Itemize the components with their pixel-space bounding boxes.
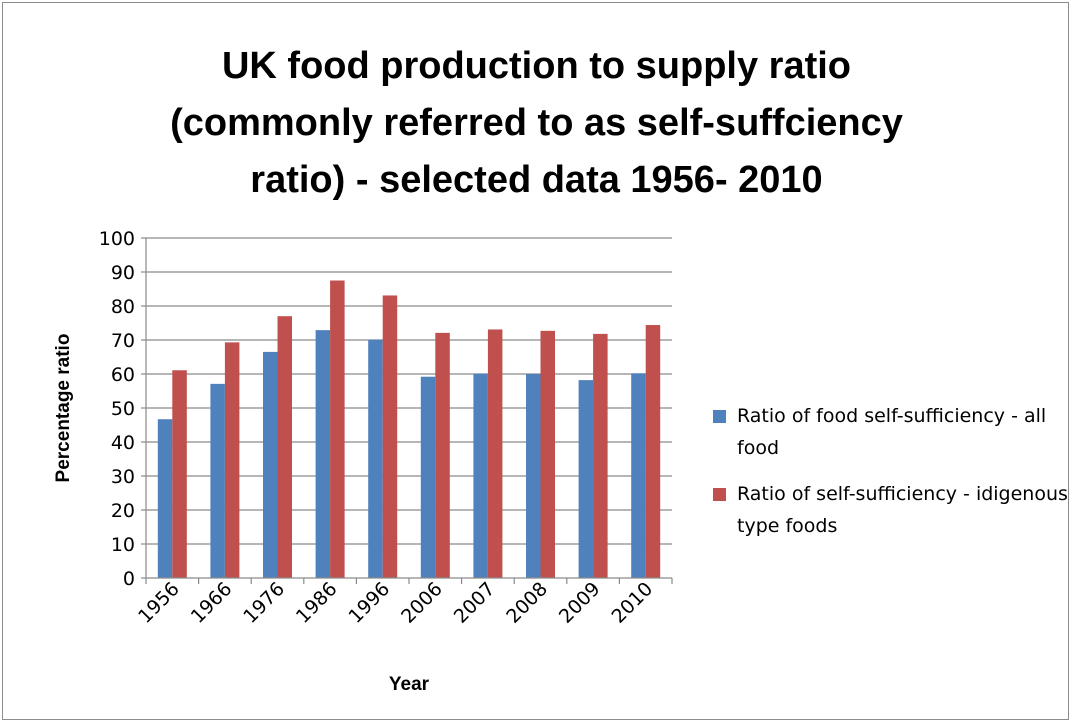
legend-item-all-food: Ratio of food self-sufficiency - all foo… (713, 400, 1072, 464)
legend: Ratio of food self-sufficiency - all foo… (713, 400, 1073, 556)
bar-all-food-2008 (526, 374, 541, 578)
legend-swatch-indigenous-foods (713, 488, 726, 501)
bar-all-food-1966 (210, 383, 225, 578)
y-tick-label: 30 (111, 466, 135, 488)
bar-all-food-2007 (473, 373, 488, 578)
x-tick-label: 2006 (397, 578, 447, 628)
bar-all-food-1976 (263, 351, 278, 578)
legend-swatch-all-food (713, 410, 726, 423)
y-tick-label: 80 (111, 296, 135, 318)
bar-indigenous-foods-2009 (593, 333, 608, 578)
x-tick-label: 1976 (239, 578, 289, 628)
x-tick-label: 2007 (450, 578, 500, 628)
bar-all-food-1956 (157, 419, 173, 578)
axes (141, 237, 673, 584)
x-tick-label: 2009 (555, 578, 605, 628)
x-axis-label: Year (389, 674, 430, 695)
x-tick-label: 2008 (502, 578, 552, 628)
y-tick-label: 0 (123, 568, 135, 590)
y-tick-labels: 0 10 20 30 40 50 60 70 80 90 100 (99, 228, 135, 590)
bar-all-food-2009 (578, 380, 594, 578)
x-tick-label: 1956 (134, 578, 184, 628)
y-tick-label: 10 (111, 534, 135, 556)
y-tick-label: 100 (99, 228, 135, 250)
bar-indigenous-foods-2010 (645, 325, 661, 578)
y-tick-label: 50 (111, 398, 135, 420)
bar-indigenous-foods-1976 (277, 316, 292, 578)
y-tick-label: 40 (111, 432, 135, 454)
bar-indigenous-foods-1966 (224, 342, 240, 578)
bar-indigenous-foods-2007 (487, 329, 503, 578)
chart-title-line-3: ratio) - selected data 1956- 2010 (250, 159, 823, 201)
y-tick-label: 60 (111, 364, 135, 386)
chart-title: UK food production to supply ratio (comm… (0, 38, 1073, 209)
bar-all-food-1996 (368, 339, 383, 578)
x-tick-label: 1966 (187, 578, 237, 628)
legend-label-indigenous-foods: Ratio of self-sufficiency - idigenous ty… (737, 483, 1068, 537)
bar-indigenous-foods-1986 (330, 280, 345, 578)
bar-all-food-1986 (315, 330, 331, 578)
bar-indigenous-foods-2006 (435, 332, 450, 578)
bar-all-food-2010 (631, 373, 646, 578)
bar-indigenous-foods-2008 (540, 330, 555, 578)
legend-label-all-food: Ratio of food self-sufficiency - all foo… (737, 405, 1047, 459)
chart-title-line-2: (commonly referred to as self-suffciency (170, 102, 903, 144)
legend-item-indigenous-foods: Ratio of self-sufficiency - idigenous ty… (713, 478, 1072, 542)
y-tick-label: 70 (111, 330, 135, 352)
bar-indigenous-foods-1956 (172, 370, 187, 578)
y-tick-label: 90 (111, 262, 135, 284)
x-tick-label: 1996 (344, 578, 394, 628)
x-tick-labels: 1956 1966 1976 1986 1996 2006 2007 2008 2009 2010 (134, 578, 657, 628)
y-tick-label: 20 (111, 500, 135, 522)
y-axis-label: Percentage ratio (53, 334, 74, 483)
bars (157, 280, 661, 578)
bar-indigenous-foods-1996 (382, 295, 398, 578)
chart-title-line-1: UK food production to supply ratio (221, 45, 852, 87)
x-tick-label: 1986 (292, 578, 342, 628)
x-tick-label: 2010 (607, 578, 657, 628)
bar-all-food-2006 (420, 376, 436, 578)
